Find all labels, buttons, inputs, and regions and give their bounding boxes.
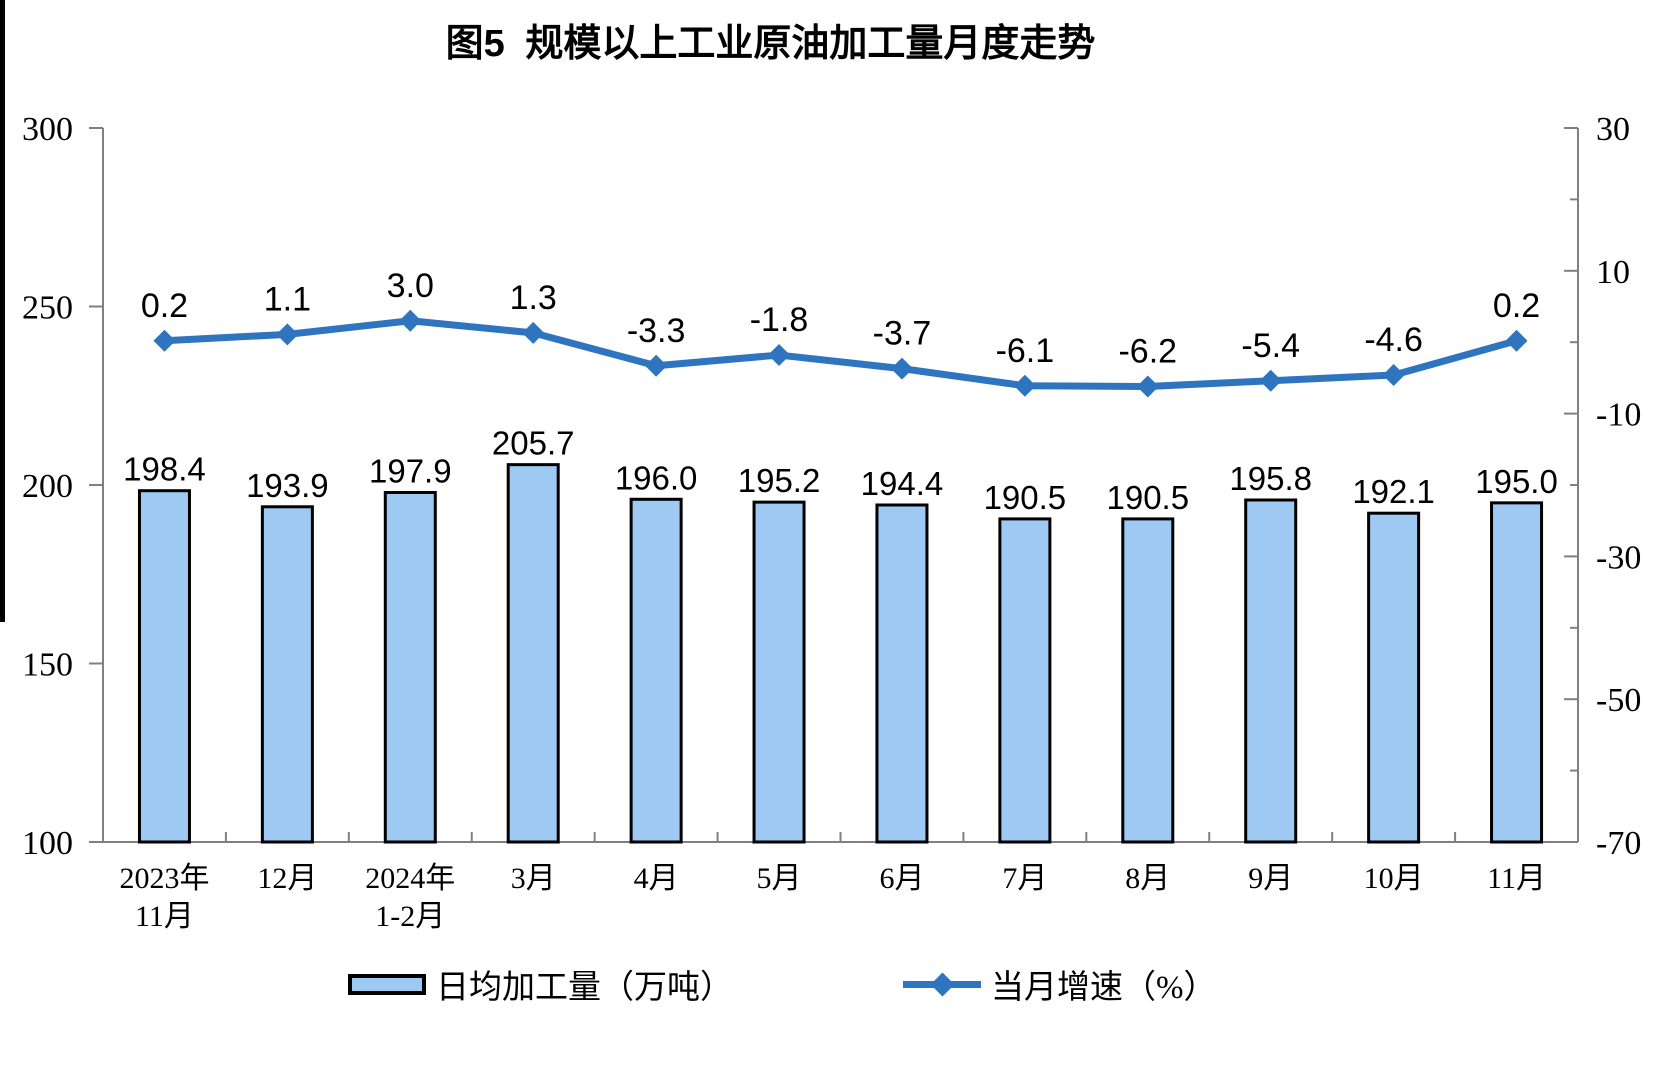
bar-value-label: 193.9 [246,467,329,504]
right-axis-tick-label: 30 [1596,111,1630,148]
right-axis-tick-label: -70 [1596,825,1641,862]
line-value-label: 1.1 [264,280,311,318]
legend-line-swatch [903,970,981,998]
x-axis-category-label: 12月 [257,862,317,895]
legend-bar-swatch [348,973,426,995]
bar-value-label: 195.8 [1229,460,1312,497]
legend-item-line: 当月增速（%） [903,966,1217,1006]
line-value-label: -3.3 [627,312,686,350]
x-axis-category-label: 10月 [1364,862,1424,895]
bar-value-label: 195.0 [1475,463,1558,500]
x-axis-category-label: 2023年 [119,862,209,895]
line-marker-diamond-icon [890,357,913,380]
line-value-label: -1.8 [750,301,809,339]
line-value-label: -4.6 [1364,321,1423,359]
chart-title: 图5 规模以上工业原油加工量月度走势 [445,23,1096,65]
legend-item-bar: 日均加工量（万吨） [348,966,733,1006]
line-value-label: 1.3 [510,279,557,317]
line-value-label: 0.2 [1493,287,1540,325]
x-axis-category-label-line2: 1-2月 [375,900,445,933]
right-axis-tick-label: -50 [1596,682,1641,719]
bar [875,503,929,844]
bar [383,490,437,844]
x-axis-category-label-line2: 11月 [135,900,194,933]
line-value-label: 0.2 [141,287,188,325]
bar [1490,501,1544,844]
bar [629,497,683,844]
right-axis-tick-label: 10 [1596,254,1630,291]
bar [1367,511,1421,844]
legend-bar-label: 日均加工量（万吨） [436,970,733,1006]
bar [998,517,1052,844]
bar [506,463,560,844]
bar-value-label: 192.1 [1352,473,1435,510]
line-marker-diamond-icon [645,354,668,377]
x-axis-category-label: 8月 [1125,862,1170,895]
left-axis-tick-label: 300 [22,111,73,148]
line-value-label: 3.0 [387,267,434,305]
x-axis-category-label: 7月 [1002,862,1047,895]
left-axis-tick-label: 200 [22,468,73,505]
legend-line-diamond-icon [930,972,955,997]
line-marker-diamond-icon [522,321,545,344]
left-edge-line [0,0,5,622]
bar-value-label: 205.7 [492,425,575,462]
line-marker-diamond-icon [1259,369,1282,392]
left-axis-tick-label: 150 [22,647,73,684]
line-marker-diamond-icon [1382,364,1405,387]
x-axis-category-label: 2024年 [365,862,455,895]
growth-line [160,317,1521,390]
bar [1121,517,1175,844]
x-axis-category-label: 5月 [757,862,802,895]
x-axis-category-label: 9月 [1248,862,1293,895]
bar-value-label: 194.4 [861,465,944,502]
line-value-label: -6.2 [1118,332,1177,370]
bar-value-label: 195.2 [738,462,821,499]
x-axis-category-label: 6月 [879,862,924,895]
bar [752,500,806,844]
bar [137,489,191,844]
line-value-label: -6.1 [996,332,1055,370]
x-axis-category-label: 11月 [1487,862,1546,895]
right-axis-tick-label: -10 [1596,397,1641,434]
right-axis-tick-label: -30 [1596,539,1641,576]
line-marker-diamond-icon [1013,374,1036,397]
bar-value-label: 198.4 [123,451,206,488]
line-marker-diamond-icon [153,329,176,352]
x-axis-category-label: 3月 [511,862,556,895]
line-marker-diamond-icon [399,309,422,332]
line-value-label: -5.4 [1241,327,1300,365]
left-axis-tick-label: 250 [22,290,73,327]
x-axis-category-label: 4月 [634,862,679,895]
bar-value-label: 190.5 [1106,479,1189,516]
legend-line-label: 当月增速（%） [991,970,1217,1006]
line-value-label: -3.7 [873,315,932,353]
bar-value-label: 190.5 [984,479,1067,516]
bar [1244,498,1298,844]
line-marker-diamond-icon [1505,329,1528,352]
bar-value-label: 196.0 [615,459,698,496]
bar-value-label: 197.9 [369,452,452,489]
line-marker-diamond-icon [1136,375,1159,398]
line-marker-diamond-icon [768,344,791,367]
line-marker-diamond-icon [276,323,299,346]
left-axis-tick-label: 100 [22,825,73,862]
bar [260,505,314,844]
